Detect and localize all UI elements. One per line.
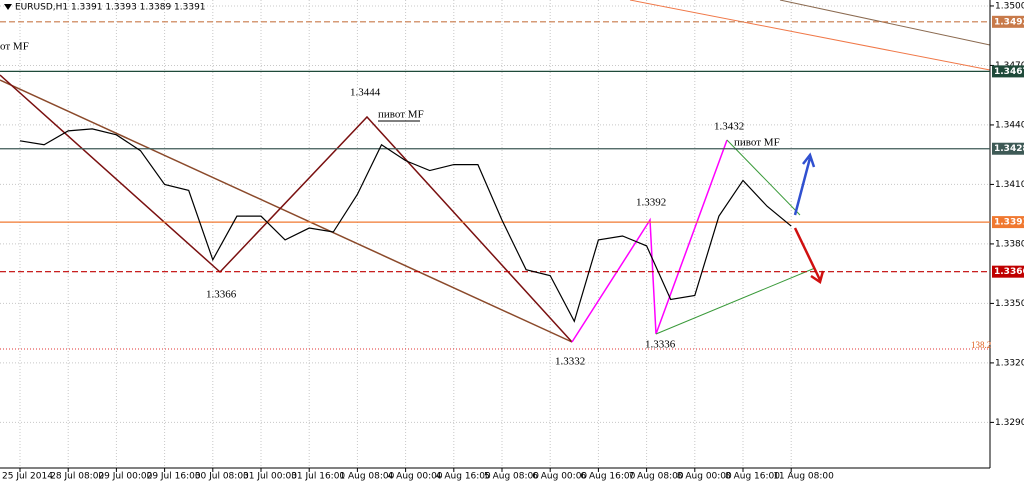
level-label-box	[992, 15, 1024, 28]
arrow-up-head	[802, 152, 816, 168]
y-tick-label: 1.3380	[995, 239, 1024, 249]
x-tick-label: 11 Aug 08:00	[773, 472, 834, 482]
chart-title: EURUSD,H1 1.3391 1.3393 1.3389 1.3391	[15, 3, 206, 13]
annotation: 138.2	[971, 340, 991, 350]
trendline	[779, 0, 991, 46]
zigzag	[571, 139, 728, 343]
price-line	[19, 128, 792, 323]
x-tick-label: 31 Jul 00:00	[243, 472, 297, 482]
x-tick-label: 29 Jul 16:00	[147, 472, 201, 482]
annotation: 1.3336	[645, 339, 676, 351]
level-label: 1.3366	[994, 267, 1024, 277]
y-tick-label: 1.3410	[995, 180, 1024, 190]
x-tick-label: 4 Aug 00:00	[388, 472, 443, 482]
annotation: 1.3366	[206, 289, 237, 301]
level-label-box	[992, 265, 1024, 278]
x-tick-label: 8 Aug 00:00	[677, 472, 732, 482]
level-label-box	[992, 65, 1024, 78]
level-label: 1.3391	[994, 218, 1024, 228]
trendline	[0, 79, 573, 343]
x-tick-label: 29 Jul 00:00	[98, 472, 152, 482]
arrow-down-head	[810, 270, 825, 285]
level-label: 1.3428	[994, 144, 1024, 154]
x-tick-label: 6 Aug 00:00	[532, 472, 587, 482]
arrow-up	[793, 157, 812, 216]
menu-triangle[interactable]	[4, 4, 12, 10]
x-tick-label: 4 Aug 16:00	[436, 472, 491, 482]
annotation: 1.3392	[636, 197, 666, 209]
x-tick-label: 5 Aug 08:00	[484, 472, 539, 482]
trendline	[629, 0, 991, 71]
annotation: пивот MF	[734, 137, 780, 149]
x-tick-label: 6 Aug 16:00	[580, 472, 635, 482]
x-tick-label: 28 Jul 08:00	[50, 472, 104, 482]
level-label-box	[992, 216, 1024, 229]
annotation: 1.3444	[350, 87, 381, 99]
annotation: пивот MF	[378, 109, 424, 121]
y-tick-label: 1.3440	[995, 120, 1024, 130]
level-label: 1.3492	[994, 17, 1024, 27]
trendline	[726, 139, 801, 216]
x-tick-label: 30 Jul 08:00	[195, 472, 249, 482]
level-label-box	[992, 142, 1024, 155]
x-tick-label: 31 Jul 16:00	[291, 472, 345, 482]
y-tick-label: 1.3320	[995, 358, 1024, 368]
annotation: от MF	[0, 41, 29, 53]
level-label: 1.3467	[994, 67, 1024, 77]
x-tick-label: 25 Jul 2014	[2, 472, 53, 482]
trendline	[655, 267, 816, 335]
x-tick-label: 7 Aug 08:00	[629, 472, 684, 482]
annotation: 1.3432	[714, 121, 744, 133]
grid	[0, 0, 990, 468]
x-tick-label: 8 Aug 16:00	[725, 472, 780, 482]
x-tick-label: 1 Aug 08:00	[339, 472, 394, 482]
y-tick-label: 1.3500	[995, 1, 1024, 11]
y-tick-label: 1.3290	[995, 418, 1024, 428]
annotation: 1.3332	[555, 356, 585, 368]
zigzag	[0, 74, 573, 343]
y-tick-label: 1.3350	[995, 299, 1024, 309]
